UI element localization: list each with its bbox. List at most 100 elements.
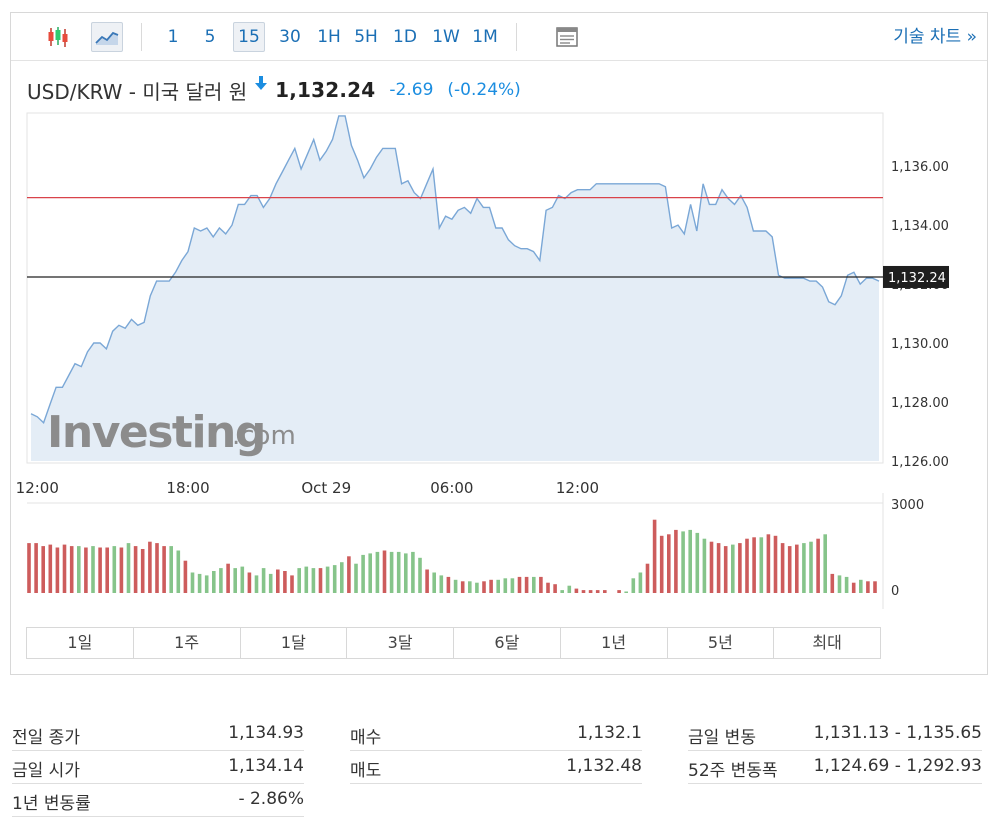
technical-chart-link[interactable]: 기술 차트 » — [893, 27, 977, 47]
volume-bar — [105, 547, 109, 593]
volume-bar — [276, 569, 280, 593]
volume-bar — [148, 541, 152, 593]
volume-bar — [695, 532, 700, 593]
volume-bar — [197, 573, 202, 593]
volume-bar — [91, 546, 95, 593]
timeframe-1m[interactable]: 1M — [472, 27, 498, 47]
stat-1y-change: 1년 변동률 - 2.86% — [12, 784, 304, 817]
volume-bar — [133, 546, 138, 593]
volume-bar — [453, 579, 458, 593]
volume-bar — [745, 538, 749, 593]
timeframe-5[interactable]: 5 — [204, 27, 216, 47]
range-5y[interactable]: 5년 — [668, 628, 775, 658]
volume-bar — [631, 578, 636, 593]
volume-bar — [617, 590, 621, 593]
y-tick-label: 1,130.00 — [891, 337, 949, 352]
volume-bar — [595, 590, 600, 593]
instrument-name: USD/KRW - 미국 달러 원 — [27, 79, 248, 104]
stat-day-range: 금일 변동 1,131.13 - 1,135.65 — [688, 718, 982, 751]
volume-bar — [62, 544, 67, 593]
range-max[interactable]: 최대 — [812, 633, 842, 652]
volume-bar — [652, 519, 657, 593]
volume-bar — [780, 543, 785, 593]
stat-52w-range: 52주 변동폭 1,124.69 - 1,292.93 — [688, 751, 982, 784]
timeframe-5h[interactable]: 5H — [354, 27, 378, 47]
volume-bar — [802, 543, 806, 593]
volume-bar — [837, 575, 842, 593]
volume-bar — [389, 551, 394, 593]
volume-bar — [34, 543, 38, 593]
volume-bar — [574, 588, 579, 593]
volume-bar — [517, 576, 522, 593]
range-1y[interactable]: 1년 — [561, 628, 668, 658]
svg-text:.com: .com — [232, 421, 296, 451]
price-change: -2.69 — [389, 80, 434, 100]
timeframe-1[interactable]: 1 — [167, 27, 179, 47]
timeframe-15[interactable]: 15 — [233, 22, 265, 52]
timeframe-1d[interactable]: 1D — [393, 27, 417, 47]
volume-bar — [268, 573, 273, 593]
volume-bar — [254, 575, 259, 593]
volume-bar — [716, 543, 721, 593]
timeframe-30[interactable]: 30 — [279, 27, 301, 47]
timeframe-1w[interactable]: 1W — [432, 27, 460, 47]
volume-bar — [638, 572, 643, 593]
volume-bar — [482, 581, 486, 593]
stat-bid: 매수 1,132.1 — [350, 718, 642, 751]
volume-bar — [659, 535, 664, 593]
current-price-tag-label: 1,132.24 — [888, 271, 946, 286]
stats-column-1: 전일 종가 1,134.93 금일 시가 1,134.14 1년 변동률 - 2… — [12, 718, 304, 817]
volume-bar — [581, 590, 586, 593]
volume-bar — [347, 556, 351, 593]
volume-bar — [766, 534, 771, 593]
stats-column-2: 매수 1,132.1 매도 1,132.48 — [350, 718, 642, 784]
volume-bar — [866, 581, 870, 593]
volume-bar — [795, 544, 799, 593]
volume-bar — [567, 585, 572, 593]
toolbar-divider — [141, 23, 142, 51]
chart-toolbar: 1 5 15 30 1H 5H 1D 1W 1M 기술 차트 » — [11, 13, 987, 61]
volume-bar — [311, 568, 316, 593]
volume-bar — [553, 584, 557, 593]
table-icon[interactable] — [551, 22, 583, 52]
volume-bar — [404, 553, 408, 593]
area-chart-icon[interactable] — [91, 22, 123, 52]
volume-bar — [844, 576, 849, 593]
range-1w[interactable]: 1주 — [134, 628, 241, 658]
toolbar-divider — [516, 23, 517, 51]
volume-bar — [361, 554, 365, 593]
volume-bar — [524, 576, 529, 593]
volume-bar — [460, 581, 465, 593]
volume-bar — [468, 581, 472, 593]
volume-bar — [588, 590, 593, 593]
volume-bar — [340, 562, 344, 593]
volume-bar — [55, 547, 60, 593]
last-price: 1,132.24 — [275, 78, 376, 102]
volume-bar — [738, 543, 742, 593]
volume-bar — [332, 565, 337, 593]
volume-bar — [560, 590, 564, 593]
x-tick-label: 18:00 — [166, 479, 209, 497]
x-tick-label: 12:00 — [16, 479, 59, 497]
timeframe-1h[interactable]: 1H — [317, 27, 341, 47]
volume-bar — [773, 535, 778, 593]
volume-bar — [787, 546, 792, 593]
volume-bar — [162, 546, 166, 593]
volume-bar — [368, 553, 372, 593]
volume-bar — [475, 582, 479, 593]
volume-bar — [546, 582, 550, 593]
range-3m[interactable]: 3달 — [347, 628, 454, 658]
volume-bar — [759, 537, 764, 593]
volume-bar — [439, 575, 444, 593]
volume-tick-label: 3000 — [891, 498, 924, 513]
volume-bar — [731, 544, 735, 593]
range-1m[interactable]: 1달 — [241, 628, 348, 658]
volume-bar — [382, 550, 387, 593]
volume-bar — [816, 538, 820, 593]
price-chart[interactable]: Investing .com 1,136.001,134.001,132.001… — [11, 13, 987, 613]
range-1d[interactable]: 1일 — [27, 628, 134, 658]
range-6m[interactable]: 6달 — [454, 628, 561, 658]
x-tick-label: 06:00 — [430, 479, 473, 497]
candlestick-icon[interactable] — [42, 22, 74, 52]
volume-bar — [830, 573, 835, 593]
